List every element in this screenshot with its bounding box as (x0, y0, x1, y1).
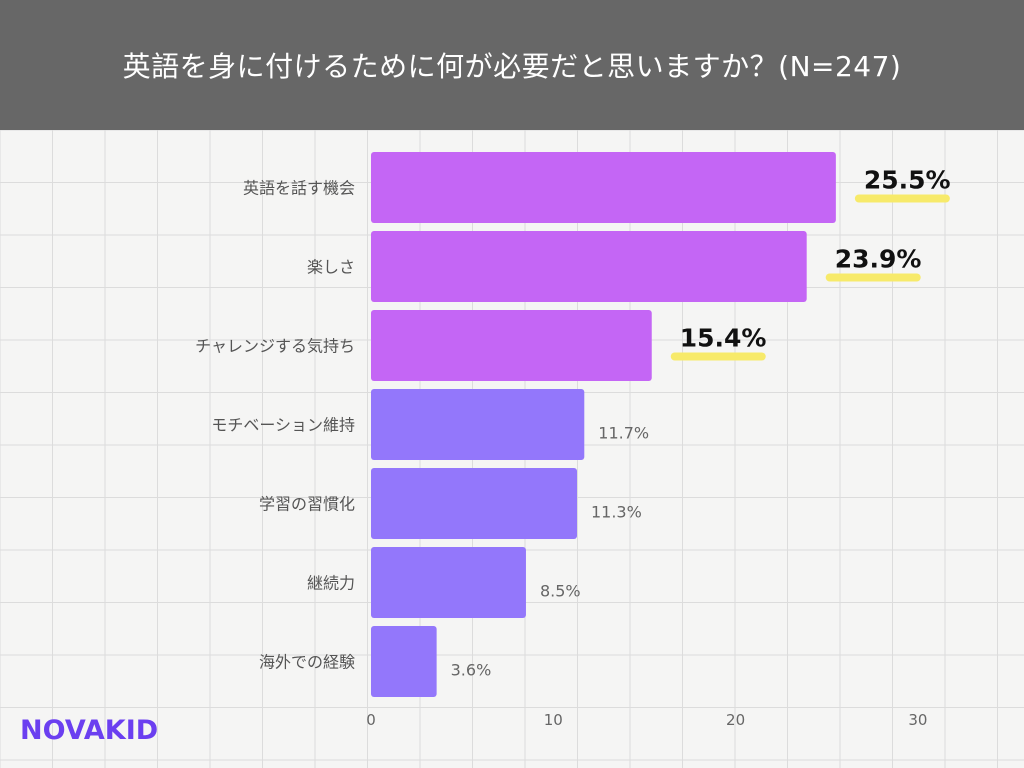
bar (371, 468, 577, 539)
bar (371, 152, 836, 223)
x-tick-label: 30 (908, 711, 927, 729)
x-tick-label: 0 (366, 711, 376, 729)
bar (371, 231, 807, 302)
value-label: 3.6% (451, 661, 492, 680)
category-label: チャレンジする気持ち (195, 337, 355, 356)
category-label: モチベーション維持 (211, 416, 355, 435)
value-label: 11.7% (598, 424, 649, 443)
chart-title: 英語を身に付けるために何が必要だと思いますか？(N=247) (122, 50, 902, 83)
category-label: 海外での経験 (259, 653, 355, 672)
bar-chart: 0 10 20 30 英語を話す機会 25.5% 楽しさ 23.9% チャレンジする気持ち 15.… (0, 130, 1024, 768)
bar (371, 389, 585, 460)
logo-text: NOVAKID (20, 714, 159, 746)
category-label: 継続力 (307, 574, 355, 593)
category-label: 英語を話す機会 (243, 179, 355, 198)
bar (371, 626, 437, 697)
value-label: 15.4% (680, 324, 767, 353)
chart-header: 英語を身に付けるために何が必要だと思いますか？(N=247) (0, 0, 1024, 130)
category-label: 楽しさ (307, 258, 355, 277)
x-tick-label: 10 (544, 711, 563, 729)
x-tick-label: 20 (726, 711, 745, 729)
category-label: 学習の習慣化 (259, 495, 355, 514)
bar (371, 547, 526, 618)
value-label: 8.5% (540, 582, 581, 601)
value-label: 23.9% (835, 245, 922, 274)
novakid-logo: NOVAKID (20, 710, 158, 750)
value-label: 25.5% (864, 166, 951, 195)
value-label: 11.3% (591, 503, 642, 522)
bar (371, 310, 652, 381)
